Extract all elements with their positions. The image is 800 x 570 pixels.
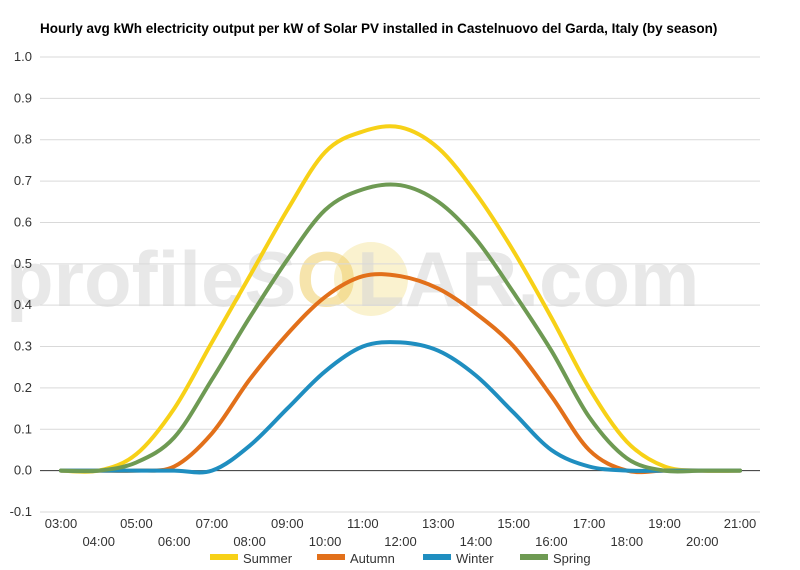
series-line-summer [59,124,742,474]
series-line-winter [59,340,742,475]
x-tick-label: 08:00 [233,534,266,549]
x-tick-label: 11:00 [347,516,379,531]
legend-label-autumn: Autumn [350,551,395,566]
x-tick-label: 18:00 [611,534,644,549]
legend-label-spring: Spring [553,551,591,566]
y-tick-label: 0.6 [14,214,32,229]
watermark-middle: O [296,235,357,323]
x-tick-label: 16:00 [535,534,568,549]
legend: Summer Autumn Winter Spring [210,551,591,566]
x-tick-label: 12:00 [384,534,417,549]
x-tick-label: 04:00 [82,534,115,549]
legend-label-winter: Winter [456,551,494,566]
series-line-spring [59,182,742,474]
x-tick-label: 05:00 [120,516,153,531]
x-tick-label: 20:00 [686,534,719,549]
y-tick-label: 0.4 [14,297,32,312]
y-tick-label: 0.3 [14,339,32,354]
legend-swatch-autumn [317,554,345,560]
y-tick-label: -0.1 [10,504,32,519]
chart-title: Hourly avg kWh electricity output per kW… [40,21,717,36]
x-tick-label: 10:00 [309,534,342,549]
y-tick-label: 1.0 [14,49,32,64]
y-tick-label: 0.2 [14,380,32,395]
y-axis: -0.1 0.0 0.1 0.2 0.3 0.4 0.5 0.6 0.7 0.8 0.9 1.0 [10,49,32,519]
x-tick-label: 17:00 [573,516,606,531]
legend-swatch-winter [423,554,451,560]
x-tick-label: 09:00 [271,516,304,531]
x-tick-label: 14:00 [460,534,493,549]
y-tick-label: 0.1 [14,421,32,436]
legend-swatch-summer [210,554,238,560]
legend-label-summer: Summer [243,551,293,566]
y-tick-label: 0.9 [14,90,32,105]
x-tick-label: 13:00 [422,516,455,531]
series-lines [59,124,742,475]
x-tick-label: 03:00 [45,516,78,531]
y-tick-label: 0.5 [14,256,32,271]
x-tick-label: 15:00 [497,516,530,531]
y-tick-label: 0.8 [14,132,32,147]
y-tick-label: 0.0 [14,463,32,478]
x-tick-label: 21:00 [724,516,757,531]
x-tick-label: 06:00 [158,534,191,549]
x-tick-label: 07:00 [196,516,229,531]
y-tick-label: 0.7 [14,173,32,188]
legend-swatch-spring [520,554,548,560]
x-axis: 03:00 04:00 05:00 06:00 07:00 08:00 09:00 10:00… [45,516,757,549]
x-tick-label: 19:00 [648,516,681,531]
watermark-sun-icon [334,242,408,316]
